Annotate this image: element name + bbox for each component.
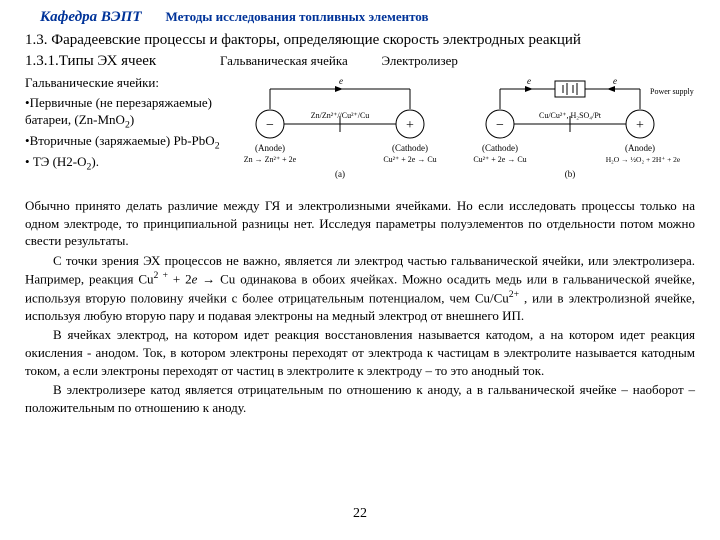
anode-sign-a: − xyxy=(266,118,274,133)
bullet-3: • ТЭ (H2-O2). xyxy=(25,153,225,174)
diagram-electrolyzer: Power supply e e − + Cu/Cu²⁺, H₂SO₄/Pt (… xyxy=(465,74,695,189)
paragraph-2: С точки зрения ЭХ процессов не важно, яв… xyxy=(25,252,695,325)
diagram-caption-electrolyzer: Электролизер xyxy=(382,53,458,69)
cathode-reaction-a: Cu²⁺ + 2e → Cu xyxy=(383,155,436,164)
diagram-caption-galvanic: Гальваническая ячейка xyxy=(220,53,348,69)
diagrams-container: e − + Zn/Zn²⁺//Cu²⁺/Cu (Anode) Zn → Zn²⁺… xyxy=(235,74,695,189)
anode-sign-b: + xyxy=(636,118,644,133)
cathode-sign-a: + xyxy=(406,118,414,133)
subsection-title: 1.3.1.Типы ЭХ ячеек xyxy=(25,53,156,69)
bullet-1: •Первичные (не перезаряжаемые) батареи, … xyxy=(25,94,225,132)
anode-label-a: (Anode) xyxy=(255,143,285,153)
power-label: Power supply xyxy=(650,87,694,96)
separator-b: Cu/Cu²⁺, H₂SO₄/Pt xyxy=(539,111,602,120)
department-title: Кафедра ВЭПТ xyxy=(40,9,141,25)
bullet-list: Гальванические ячейки: •Первичные (не пе… xyxy=(25,74,225,189)
e-label-a: e xyxy=(339,76,343,86)
anode-reaction-a: Zn → Zn²⁺ + 2e xyxy=(244,155,297,164)
cathode-label-b: (Cathode) xyxy=(482,143,518,153)
tag-b: (b) xyxy=(565,169,576,179)
course-title: Методы исследования топливных элементов xyxy=(165,9,428,24)
paragraph-4: В электролизере катод является отрицател… xyxy=(25,381,695,416)
e-label-b1: e xyxy=(527,76,531,86)
section-1-3: 1.3. Фарадеевские процессы и факторы, оп… xyxy=(0,30,720,51)
content-row: Гальванические ячейки: •Первичные (не пе… xyxy=(0,74,720,189)
slide-header: Кафедра ВЭПТ Методы исследования топливн… xyxy=(0,0,720,30)
subsection-1-3-1: 1.3.1.Типы ЭХ ячеек Гальваническая ячейк… xyxy=(0,51,720,74)
separator-a: Zn/Zn²⁺//Cu²⁺/Cu xyxy=(311,111,370,120)
cathode-reaction-b: Cu²⁺ + 2e → Cu xyxy=(473,155,526,164)
tag-a: (a) xyxy=(335,169,345,179)
page-number: 22 xyxy=(353,506,367,522)
e-label-b2: e xyxy=(613,76,617,86)
paragraph-1: Обычно принято делать различие между ГЯ … xyxy=(25,197,695,250)
cathode-label-a: (Cathode) xyxy=(392,143,428,153)
bullets-title: Гальванические ячейки: xyxy=(25,74,225,92)
cathode-sign-b: − xyxy=(496,118,504,133)
body-text: Обычно принято делать различие между ГЯ … xyxy=(0,189,720,416)
bullet-2: •Вторичные (заряжаемые) Pb-PbO2 xyxy=(25,132,225,153)
anode-reaction-b: H₂O → ½O₂ + 2H⁺ + 2e xyxy=(606,155,681,164)
diagram-galvanic: e − + Zn/Zn²⁺//Cu²⁺/Cu (Anode) Zn → Zn²⁺… xyxy=(235,74,445,189)
paragraph-3: В ячейках электрод, на котором идет реак… xyxy=(25,326,695,379)
anode-label-b: (Anode) xyxy=(625,143,655,153)
